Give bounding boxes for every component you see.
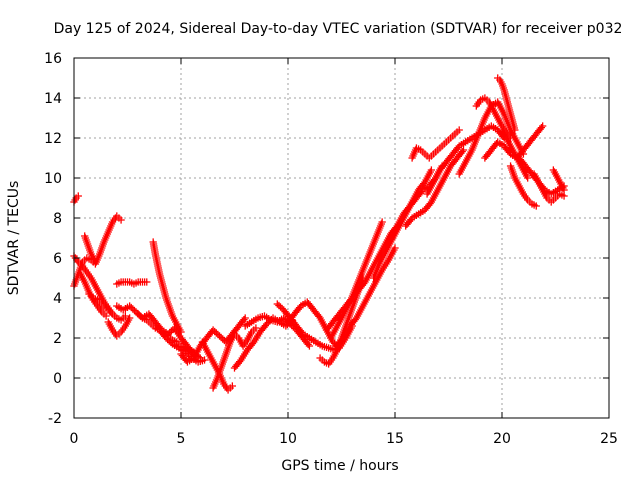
- data-point: [228, 382, 237, 390]
- x-tick-label: 0: [70, 431, 79, 447]
- chart-title: Day 125 of 2024, Sidereal Day-to-day VTE…: [54, 21, 623, 37]
- data-series: [70, 74, 568, 394]
- x-tick-label: 25: [600, 431, 618, 447]
- y-tick-label: 10: [44, 171, 62, 187]
- data-point: [74, 192, 82, 200]
- series-track-8: [113, 278, 151, 288]
- series-track-37: [549, 166, 568, 194]
- plot-frame: [73, 57, 610, 419]
- grid-lines: [74, 58, 609, 418]
- data-point: [511, 126, 519, 134]
- series-track-5: [81, 232, 100, 266]
- y-tick-label: 4: [53, 291, 62, 307]
- data-point: [459, 146, 468, 154]
- x-axis-label: GPS time / hours: [281, 458, 398, 474]
- data-point: [532, 202, 540, 210]
- data-point: [539, 122, 547, 130]
- y-tick-label: 0: [53, 371, 62, 387]
- data-point: [524, 174, 532, 182]
- data-point: [121, 312, 130, 320]
- data-point: [125, 314, 134, 322]
- data-point: [91, 258, 100, 266]
- y-tick-label: 14: [44, 91, 62, 107]
- data-point: [102, 312, 110, 320]
- x-tick-label: 20: [493, 431, 511, 447]
- data-point: [177, 328, 185, 336]
- data-point: [143, 278, 151, 286]
- series-track-29: [455, 98, 528, 178]
- y-axis-label: SDTVAR / TECUs: [6, 181, 22, 296]
- series-track-31: [494, 74, 519, 134]
- series-track-26: [408, 126, 463, 162]
- y-tick-label: 12: [44, 131, 62, 147]
- series-track-36: [530, 170, 568, 206]
- x-tick-label: 5: [177, 431, 186, 447]
- data-point: [200, 356, 209, 364]
- y-tick-label: 6: [53, 251, 62, 267]
- data-point: [252, 324, 260, 332]
- series-track-7: [104, 314, 134, 340]
- series-track-27: [402, 146, 468, 230]
- data-point: [305, 342, 314, 350]
- series-track-23: [333, 244, 399, 350]
- series-track-14: [198, 338, 237, 394]
- y-tick-label: 8: [53, 211, 62, 227]
- series-track-12: [155, 326, 209, 366]
- x-tick-label: 15: [386, 431, 404, 447]
- series-track-3: [70, 252, 130, 324]
- series-track-11: [149, 238, 185, 336]
- y-tick-label: 2: [53, 331, 62, 347]
- data-point: [391, 244, 399, 252]
- series-track-22: [327, 218, 386, 342]
- data-point: [560, 186, 568, 194]
- data-point: [455, 126, 463, 134]
- data-point: [241, 314, 249, 322]
- data-point: [560, 192, 568, 200]
- y-tick-label: 16: [44, 51, 62, 67]
- series-track-6: [85, 290, 119, 320]
- y-tick-label: -2: [48, 411, 62, 427]
- series-track-34: [506, 162, 540, 210]
- x-tick-label: 10: [279, 431, 297, 447]
- series-track-15: [209, 324, 260, 392]
- data-point: [427, 166, 436, 174]
- axis-ticks: 0 5 10 15 20 25 -2 0 2 4 6 8 10 12 14 16: [44, 51, 618, 447]
- data-point: [117, 216, 125, 224]
- data-point: [111, 312, 119, 320]
- data-point: [378, 218, 386, 226]
